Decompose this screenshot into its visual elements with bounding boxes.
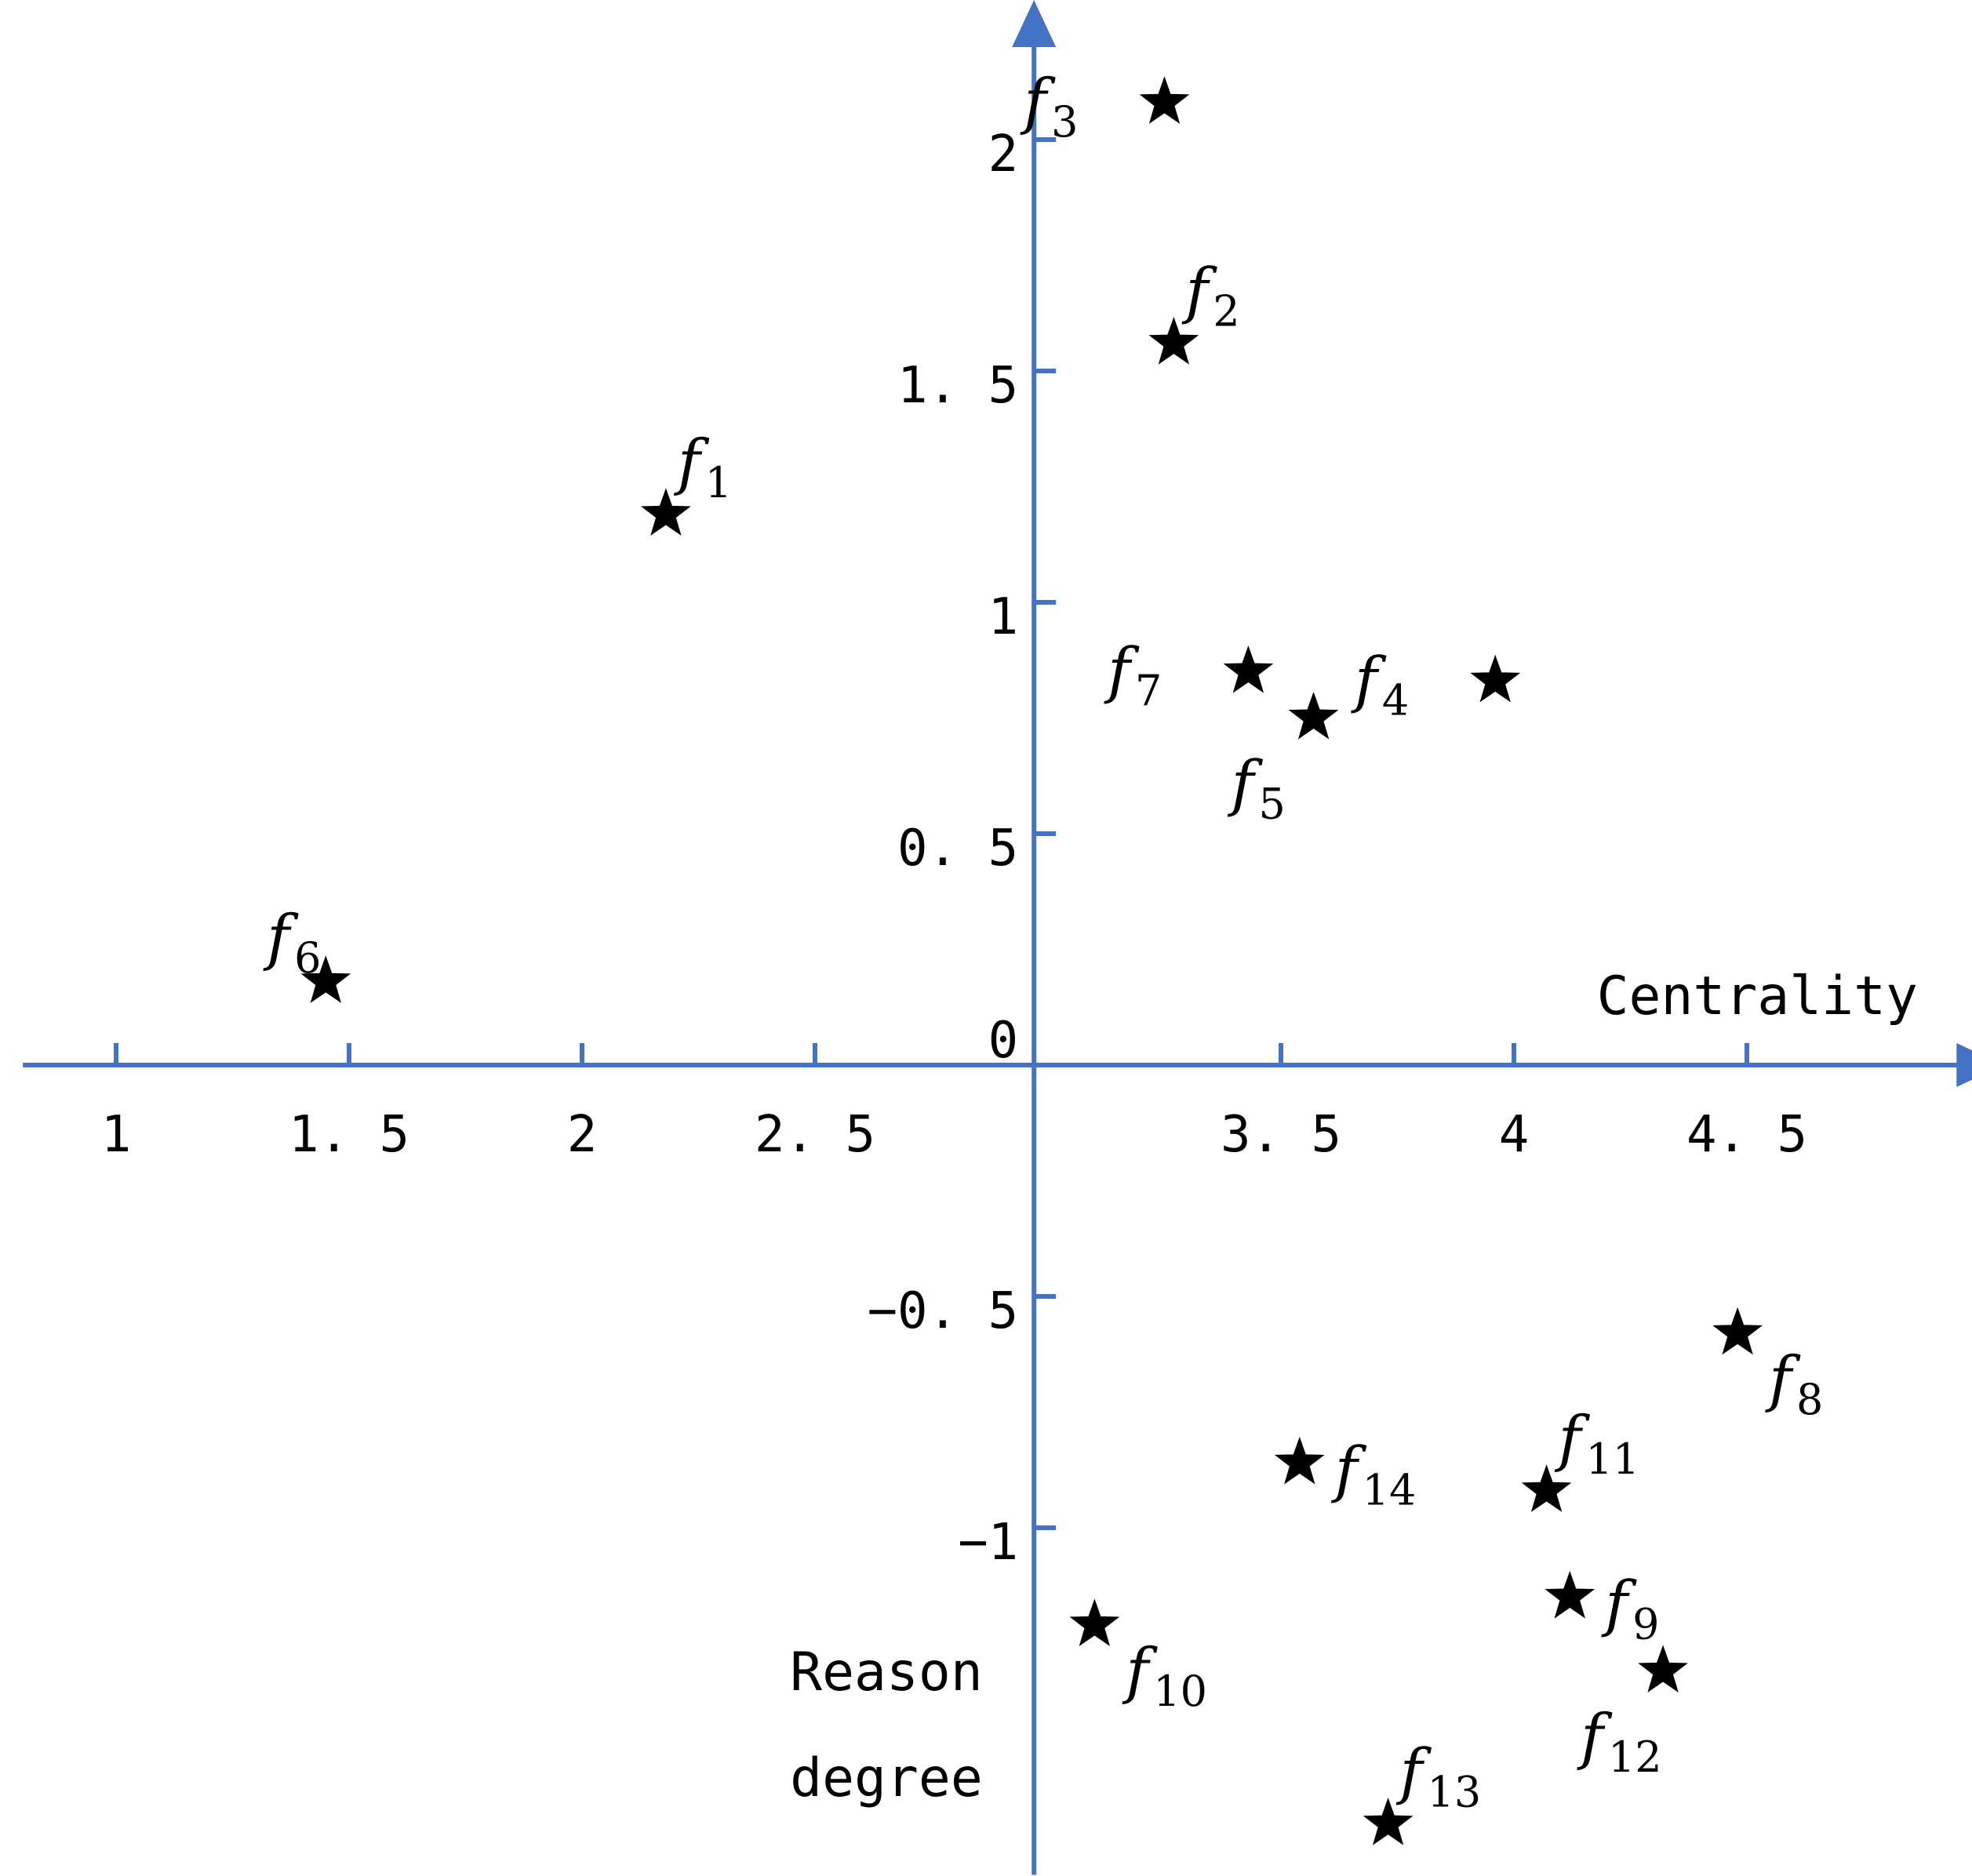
point-f14-star-marker xyxy=(1274,1436,1325,1485)
point-f10-label: f 10 xyxy=(1122,1636,1207,1716)
point-f10-star-marker xyxy=(1069,1598,1120,1647)
point-f12-label: f 12 xyxy=(1577,1702,1662,1782)
point-f14-label: f 14 xyxy=(1331,1434,1417,1514)
point-f6-star-marker xyxy=(300,955,351,1003)
point-label-subscript: 11 xyxy=(1585,1434,1639,1484)
point-label-subscript: 8 xyxy=(1796,1375,1823,1424)
y-axis-arrowhead xyxy=(1012,0,1057,47)
point-label-subscript: 1 xyxy=(705,458,732,507)
x-tick-label: 2. 5 xyxy=(755,1106,875,1164)
y-tick-label: −0. 5 xyxy=(868,1282,1019,1340)
axes xyxy=(23,0,1972,1875)
data-points: f 1 f 2 f 3 f 4 f 5 f 6 f 7 f 8 f 9 f 10 f 11 f 12 f 13 f 14 xyxy=(263,67,1823,1845)
point-f3-star-marker xyxy=(1139,76,1190,124)
y-axis-title-line-1: Reason xyxy=(790,1642,983,1703)
y-ticks: 2 1. 5 1 0. 5 0 −0. 5 −1 xyxy=(868,125,1057,1572)
point-label-subscript: 13 xyxy=(1427,1768,1481,1817)
point-f12-star-marker xyxy=(1638,1645,1688,1693)
point-label-subscript: 6 xyxy=(294,933,321,983)
y-tick-label: 0. 5 xyxy=(897,820,1018,878)
point-f11-label: f 11 xyxy=(1555,1404,1640,1484)
point-f13-label: f 13 xyxy=(1396,1737,1482,1817)
point-label-subscript: 12 xyxy=(1608,1732,1662,1782)
x-axis-title: Centrality xyxy=(1597,965,1918,1027)
y-tick-label: 1. 5 xyxy=(897,357,1018,415)
point-label-subscript: 7 xyxy=(1135,667,1162,716)
point-label-subscript: 5 xyxy=(1258,780,1285,829)
y-tick-label: 2 xyxy=(988,125,1019,184)
point-f5-star-marker xyxy=(1288,692,1339,740)
point-f2-star-marker xyxy=(1148,317,1199,365)
point-f1-star-marker xyxy=(641,488,691,536)
point-f4-star-marker xyxy=(1470,654,1521,703)
y-tick-label: 0 xyxy=(988,1012,1019,1070)
point-f11-star-marker xyxy=(1521,1464,1572,1512)
point-label-subscript: 2 xyxy=(1213,287,1239,336)
point-label-subscript: 10 xyxy=(1153,1667,1207,1716)
y-tick-label: 1 xyxy=(988,588,1019,646)
point-f7-star-marker xyxy=(1223,645,1274,693)
point-label-subscript: 4 xyxy=(1382,675,1409,725)
x-tick-label: 1 xyxy=(101,1106,132,1164)
point-label-subscript: 14 xyxy=(1363,1465,1417,1514)
x-ticks: 1 1. 5 2 2. 5 3. 5 4 4. 5 xyxy=(101,1043,1807,1164)
point-label-subscript: 3 xyxy=(1051,97,1078,147)
x-tick-label: 3. 5 xyxy=(1221,1106,1341,1164)
x-tick-label: 2 xyxy=(567,1106,598,1164)
point-f13-star-marker xyxy=(1363,1798,1414,1845)
y-axis-title-line-2: degree xyxy=(790,1747,983,1809)
y-tick-label: −1 xyxy=(958,1514,1018,1572)
x-axis-arrowhead xyxy=(1956,1043,1972,1087)
x-tick-label: 1. 5 xyxy=(289,1106,409,1164)
point-f8-star-marker xyxy=(1712,1307,1763,1355)
point-label-subscript: 9 xyxy=(1632,1600,1659,1649)
x-tick-label: 4 xyxy=(1499,1106,1530,1164)
point-f9-star-marker xyxy=(1544,1571,1595,1619)
x-tick-label: 4. 5 xyxy=(1686,1106,1807,1164)
